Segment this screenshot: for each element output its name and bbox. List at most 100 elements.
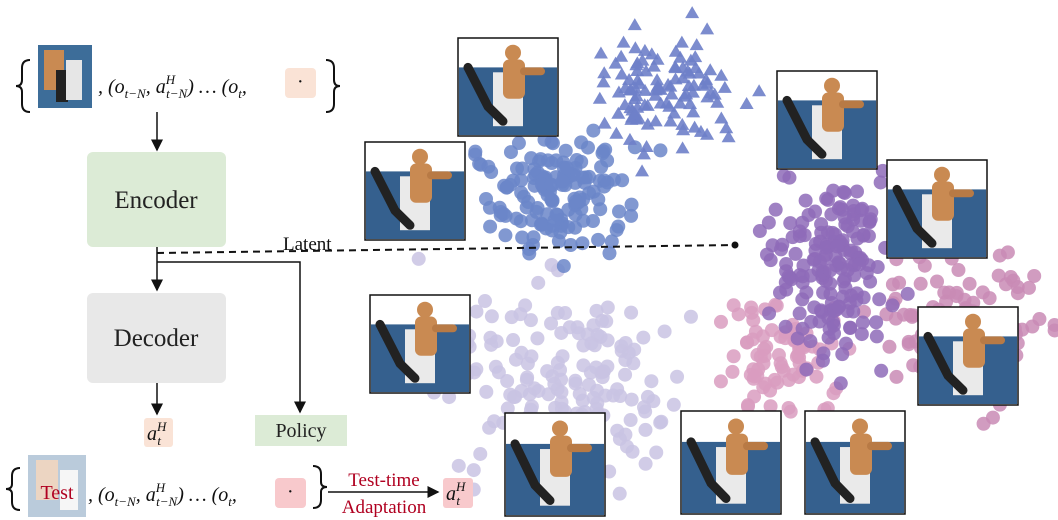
scatter-point [751, 362, 765, 376]
scatter-point [976, 285, 990, 299]
scatter-point [774, 242, 788, 256]
robot-thumbnail [370, 295, 470, 393]
scatter-point [762, 306, 776, 320]
scatter-point [599, 314, 613, 328]
input-sequence: , (ot−N, aHt−N) … (ot, [88, 480, 237, 509]
scatter-point [593, 92, 607, 104]
brace [16, 60, 30, 112]
scatter-point [628, 18, 642, 30]
scatter-point [675, 36, 689, 48]
scatter-point [802, 208, 816, 222]
scatter-point [623, 133, 637, 145]
scatter-point [524, 349, 538, 363]
robot-thumbnail [458, 38, 558, 136]
scatter-point [759, 340, 773, 354]
input-thumbnail [38, 45, 92, 108]
scatter-point [1006, 274, 1020, 288]
scatter-point [963, 277, 977, 291]
math-part: t−N [166, 86, 188, 101]
scatter-point [796, 269, 810, 283]
scatter-point [793, 306, 807, 320]
scatter-point [874, 175, 888, 189]
scatter-point [551, 356, 565, 370]
scatter-point [582, 378, 596, 392]
scatter-point [714, 315, 728, 329]
math-part: t−N [115, 494, 137, 509]
scatter-point [483, 331, 497, 345]
scatter-point [606, 388, 620, 402]
scatter-point [764, 253, 778, 267]
test-label: Test [40, 482, 73, 504]
scatter-point [654, 415, 668, 429]
decoder-label: Decoder [114, 325, 199, 352]
scatter-point [467, 463, 481, 477]
scatter-point [846, 305, 860, 319]
scatter-point [618, 428, 632, 442]
scatter-point [903, 308, 917, 322]
dot: · [288, 481, 293, 503]
scatter-point [852, 257, 866, 271]
scatter-point [484, 165, 498, 179]
scatter-point [799, 363, 813, 377]
scatter-point [624, 413, 638, 427]
scatter-point [617, 36, 631, 48]
scatter-point [544, 316, 558, 330]
math-part: a [147, 423, 157, 445]
scatter-point [844, 289, 858, 303]
scatter-point [769, 203, 783, 217]
scatter-point [823, 322, 837, 336]
brace [313, 466, 327, 508]
scatter-point [586, 318, 600, 332]
robot-thumbnail [887, 160, 987, 258]
scatter-point [740, 97, 754, 109]
robot-thumbnail [365, 142, 465, 240]
robot-thumbnail [681, 411, 781, 514]
scatter-point [552, 234, 566, 248]
scatter-point [615, 173, 629, 187]
scatter-point [512, 136, 526, 150]
scatter-point [914, 277, 928, 291]
scatter-point [834, 376, 848, 390]
scatter-point [478, 294, 492, 308]
scatter-point [576, 394, 590, 408]
scatter-point [520, 373, 534, 387]
scatter-point [473, 447, 487, 461]
math-part: a [446, 483, 456, 505]
scatter-point [636, 331, 650, 345]
math-part: , a [146, 76, 166, 98]
scatter-point [951, 263, 965, 277]
scatter-point [700, 22, 714, 34]
scatter-point [714, 374, 728, 388]
scatter-point [784, 405, 798, 419]
scatter-point [703, 63, 717, 75]
math-part: H [455, 479, 466, 494]
scatter-point [882, 340, 896, 354]
scatter-point [718, 81, 732, 93]
scatter-point [986, 411, 1000, 425]
scatter-point [527, 162, 541, 176]
math-part: t [157, 433, 161, 448]
scatter-point [782, 171, 796, 185]
scatter-point [483, 220, 497, 234]
scatter-point [670, 370, 684, 384]
brace [326, 60, 340, 112]
scatter-point [762, 216, 776, 230]
scatter-point [646, 394, 660, 408]
scatter-point [744, 300, 758, 314]
scatter-point [612, 205, 626, 219]
scatter-point [823, 287, 837, 301]
scatter-point [518, 298, 532, 312]
scatter-point [850, 232, 864, 246]
scatter-point [506, 333, 520, 347]
scatter-point [816, 354, 830, 368]
robot-thumbnail [505, 413, 605, 516]
scatter-point [498, 228, 512, 242]
scatter-point [892, 276, 906, 290]
scatter-point [412, 252, 426, 266]
scatter-point [545, 258, 559, 272]
scatter-point [799, 194, 813, 208]
scatter-point [485, 309, 499, 323]
scatter-point [613, 487, 627, 501]
scatter-point [763, 384, 777, 398]
scatter-point [487, 414, 501, 428]
